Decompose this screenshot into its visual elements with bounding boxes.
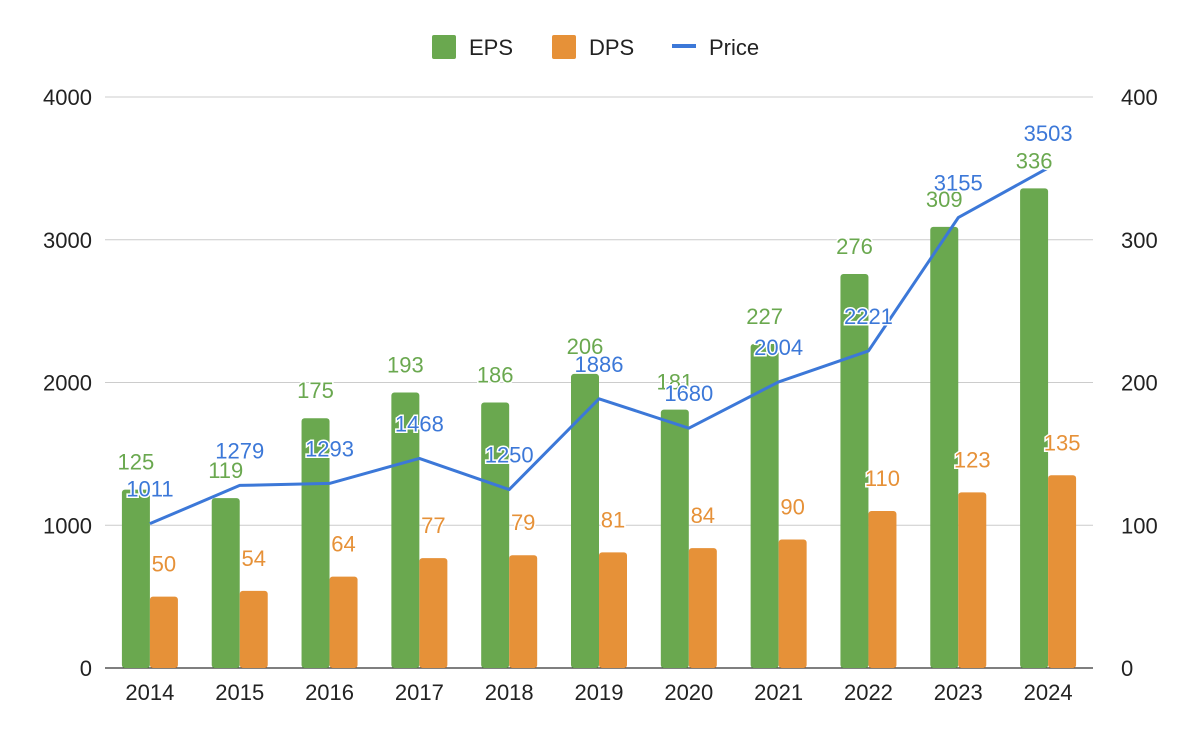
dps-bar: [239, 590, 268, 668]
x-axis-tick-label: 2024: [1024, 680, 1073, 705]
price-data-label: 1011: [126, 477, 173, 502]
right-axis-tick-label: 400: [1121, 85, 1158, 110]
dps-data-label: 50: [152, 552, 176, 577]
dps-bar: [958, 492, 987, 668]
dps-bar: [419, 558, 448, 668]
eps-bar: [211, 498, 240, 668]
right-axis-tick-label: 100: [1121, 513, 1158, 538]
legend-swatch-eps: [432, 35, 456, 59]
x-axis-tick-label: 2019: [575, 680, 624, 705]
eps-data-label: 186: [477, 362, 514, 387]
x-axis-tick-label: 2016: [305, 680, 354, 705]
price-line-layer: [149, 166, 1049, 526]
x-axis-tick-label: 2021: [754, 680, 803, 705]
dps-data-label: 64: [331, 532, 355, 557]
price-data-label: 2221: [844, 304, 893, 329]
dps-bar: [688, 548, 717, 668]
legend-label-eps[interactable]: EPS: [469, 35, 513, 60]
x-axis-tick-label: 2022: [844, 680, 893, 705]
dps-bar: [1048, 475, 1077, 668]
bars: [121, 188, 1077, 669]
dps-data-label: 90: [780, 495, 804, 520]
eps-bar: [930, 226, 959, 668]
left-axis-ticks: 0 1000 2000 3000 4000: [43, 85, 92, 681]
x-axis-tick-label: 2014: [125, 680, 174, 705]
left-axis-tick-label: 2000: [43, 371, 92, 396]
legend-label-price[interactable]: Price: [709, 35, 759, 60]
price-data-label: 3503: [1024, 121, 1073, 146]
eps-data-label: 193: [387, 352, 424, 377]
price-data-label: 1250: [485, 443, 534, 468]
left-axis-tick-label: 1000: [43, 513, 92, 538]
eps-data-label: 119: [208, 458, 243, 483]
right-axis-ticks: 0 100 200 300 400: [1121, 85, 1158, 681]
dps-data-label: 123: [954, 447, 991, 472]
eps-data-label: 309: [926, 187, 963, 212]
right-axis-tick-label: 300: [1121, 228, 1158, 253]
price-data-label: 1279: [215, 438, 264, 463]
price-data-label: 1293: [305, 436, 354, 461]
dps-data-label: 110: [865, 466, 900, 491]
price-line: [149, 166, 1049, 526]
x-axis-tick-label: 2018: [485, 680, 534, 705]
eps-bar: [1020, 188, 1049, 669]
eps-bar: [660, 409, 689, 668]
dps-data-label: 84: [691, 503, 715, 528]
right-axis-tick-label: 0: [1121, 656, 1133, 681]
eps-bar: [301, 418, 330, 668]
eps-data-label: 206: [567, 334, 604, 359]
dps-data-label: 135: [1044, 430, 1081, 455]
dps-bar: [778, 539, 807, 668]
x-axis-ticks: 2014 2015 2016 2017 2018 2019 2020 2021 2022 2023…: [125, 680, 1072, 705]
dps-bar: [329, 576, 358, 668]
legend-label-dps[interactable]: DPS: [589, 35, 634, 60]
data-labels: 125 50 1011 119 54 1279 175 64 1293 193 77 1468 186 7…: [116, 119, 1082, 578]
eps-bar: [121, 489, 150, 668]
price-data-label: 3155: [934, 171, 983, 196]
eps-bar: [571, 373, 599, 668]
legend-swatch-dps: [552, 35, 576, 59]
dps-bar: [599, 552, 627, 668]
price-data-label: 2004: [754, 335, 803, 360]
eps-data-label: 125: [118, 450, 155, 475]
dps-data-label: 79: [511, 510, 535, 535]
eps-bar: [750, 343, 779, 668]
price-data-label: 1680: [664, 381, 713, 406]
dps-data-label: 54: [241, 546, 265, 571]
left-axis-tick-label: 0: [80, 656, 92, 681]
dps-data-label: 77: [421, 513, 445, 538]
x-axis-tick-label: 2020: [664, 680, 713, 705]
eps-data-label: 336: [1016, 148, 1053, 173]
price-data-label: 1886: [575, 352, 624, 377]
dps-bar: [149, 596, 178, 668]
dps-bar: [868, 510, 897, 668]
eps-bar: [840, 274, 869, 668]
eps-data-label: 276: [836, 234, 873, 259]
eps-data-label: 227: [746, 304, 783, 329]
x-axis-tick-label: 2015: [215, 680, 264, 705]
x-axis-tick-label: 2023: [934, 680, 983, 705]
legend-swatch-price: [672, 44, 696, 48]
price-data-label: 1468: [395, 411, 444, 436]
left-axis-tick-label: 3000: [43, 228, 92, 253]
eps-data-label: 175: [297, 378, 334, 403]
eps-bar: [481, 402, 510, 668]
eps-data-label: 181: [656, 370, 693, 395]
legend[interactable]: EPS DPS Price: [432, 35, 759, 60]
left-axis-tick-label: 4000: [43, 85, 92, 110]
x-axis-tick-label: 2017: [395, 680, 444, 705]
right-axis-tick-label: 200: [1121, 371, 1158, 396]
dps-bar: [509, 555, 538, 668]
dps-data-label: 81: [601, 507, 625, 532]
